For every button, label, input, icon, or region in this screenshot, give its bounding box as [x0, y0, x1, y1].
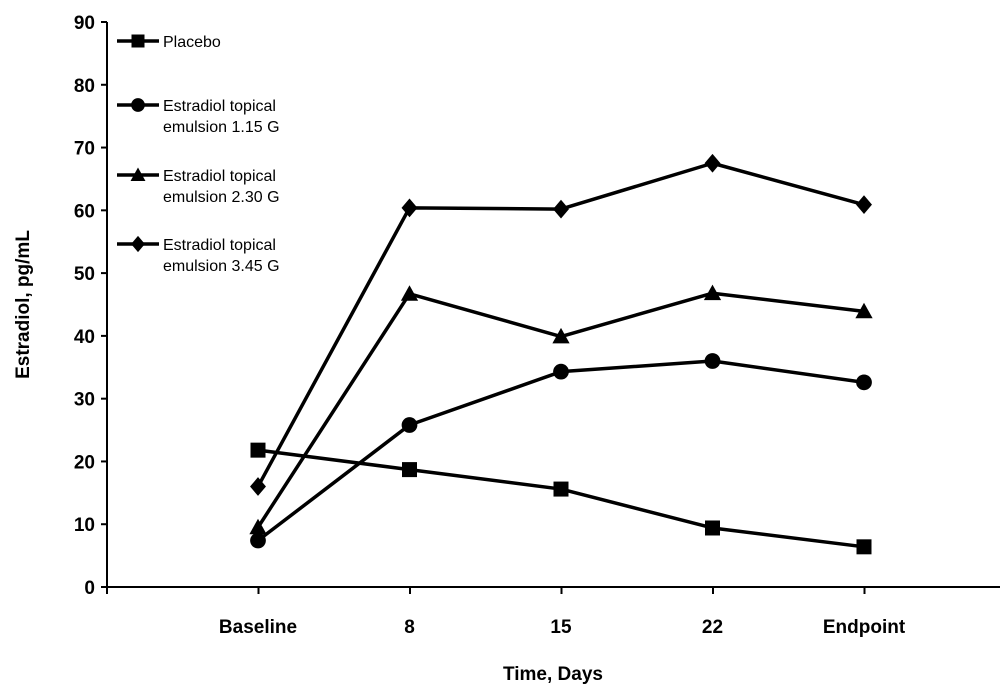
data-point-triangle [703, 284, 722, 301]
legend-marker-circle [131, 98, 145, 112]
data-point-square [402, 462, 417, 478]
y-tick-label: 90 [74, 13, 95, 34]
data-point-triangle [249, 518, 267, 535]
y-tick-label: 40 [74, 327, 95, 348]
data-point-square [705, 520, 720, 536]
data-point-square [553, 481, 569, 497]
legend-label: emulsion 2.30 G [163, 189, 280, 206]
y-tick-label: 70 [74, 139, 95, 160]
data-point-triangle [400, 285, 419, 301]
y-tick-label: 0 [84, 578, 95, 599]
data-point-diamond [401, 198, 418, 218]
x-tick-label: Baseline [219, 617, 297, 638]
series-line-square [257, 448, 865, 549]
legend-label: Estradiol topical [163, 237, 276, 254]
legend-label: emulsion 3.45 G [163, 258, 280, 275]
y-tick-label: 20 [74, 452, 95, 473]
legend-label: Estradiol topical [163, 168, 276, 185]
axes: 0 10 20 30 40 50 60 70 80 90 Baseline 8 15 22 Endpoint [74, 13, 1000, 638]
data-point-triangle [855, 302, 873, 319]
data-point-circle [856, 374, 872, 391]
data-point-circle [553, 363, 569, 380]
legend-label: emulsion 1.15 G [163, 119, 280, 136]
data-point-square [856, 539, 872, 555]
legend-marker-square [131, 34, 145, 48]
y-axis-title: Estradiol, pg/mL [13, 230, 34, 379]
x-tick-label: 22 [702, 617, 723, 638]
data-point-diamond [856, 195, 872, 215]
y-tick-label: 80 [74, 76, 95, 97]
legend-item: Estradiol topical emulsion 3.45 G [117, 235, 280, 275]
legend-item: Estradiol topical emulsion 1.15 G [117, 98, 280, 136]
data-point-square [250, 442, 266, 458]
legend-marker-triangle [130, 167, 146, 181]
x-tick-label: Endpoint [823, 617, 906, 638]
y-tick-label: 60 [74, 201, 95, 222]
legend-item: Placebo [117, 34, 221, 51]
data-point-circle [401, 417, 418, 433]
y-tick-label: 50 [74, 264, 95, 285]
legend-label: Estradiol topical [163, 98, 276, 115]
legend-item: Estradiol topical emulsion 2.30 G [117, 167, 280, 206]
y-tick-label: 10 [74, 515, 95, 536]
legend-label: Placebo [163, 34, 221, 51]
series-markers [249, 153, 873, 555]
data-point-diamond [553, 199, 569, 219]
data-point-diamond [704, 153, 721, 173]
x-tick-label: 8 [404, 617, 415, 638]
legend-marker-diamond [131, 235, 145, 253]
data-point-circle [250, 532, 266, 549]
y-tick-label: 30 [74, 390, 95, 411]
x-axis-title: Time, Days [503, 664, 603, 685]
data-point-circle [704, 353, 721, 369]
data-point-triangle [552, 327, 570, 344]
data-point-diamond [250, 477, 266, 496]
x-tick-label: 15 [550, 617, 572, 638]
